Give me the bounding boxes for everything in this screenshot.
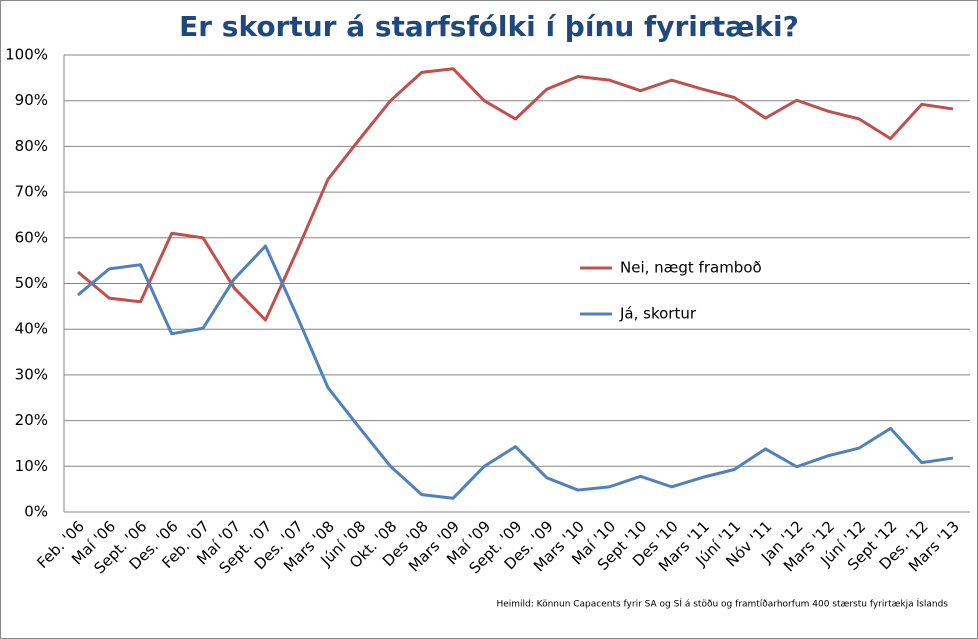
y-tick-label: 70%	[15, 183, 48, 201]
y-tick-label: 0%	[24, 503, 48, 521]
y-tick-label: 100%	[5, 46, 48, 64]
y-tick-label: 30%	[15, 365, 48, 383]
y-tick-label: 10%	[15, 457, 48, 475]
y-tick-label: 20%	[15, 411, 48, 429]
y-tick-label: 60%	[15, 228, 48, 246]
y-tick-label: 40%	[15, 320, 48, 338]
chart-title: Er skortur á starfsfólki í þínu fyrirtæk…	[179, 10, 799, 43]
legend-label: Já, skortur	[619, 305, 697, 323]
y-tick-label: 80%	[15, 137, 48, 155]
y-tick-label: 50%	[15, 274, 48, 292]
series-line	[77, 67, 954, 322]
source: Heimild: Könnun Capacents fyrir SA og SÍ…	[496, 598, 948, 610]
series-line	[77, 244, 954, 500]
y-tick-label: 90%	[15, 91, 48, 109]
legend-label: Nei, nægt framboð	[620, 259, 762, 277]
